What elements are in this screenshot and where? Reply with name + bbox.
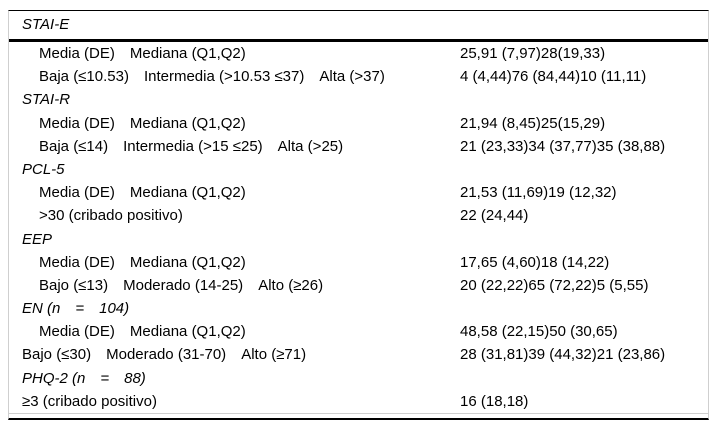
row-value: 17,65 (4,60)18 (14,22) bbox=[460, 253, 610, 271]
table-row: PCL-5 bbox=[9, 158, 708, 181]
table-row: ≥3 (cribado positivo) 16 (18,18) bbox=[9, 390, 708, 413]
table-bottom-spacer bbox=[9, 414, 708, 418]
table-row: Media (DE) Mediana (Q1,Q2) 21,53 (11,69)19… bbox=[9, 181, 708, 204]
row-label-segment: Bajo (≤13) bbox=[39, 276, 109, 294]
row-label-segment: Mediana (Q1,Q2) bbox=[129, 45, 246, 62]
row-label: >30 (cribado positivo) bbox=[9, 204, 183, 227]
row-label: Bajo (≤30) Moderado (31-70) Alto (≥71) bbox=[9, 343, 306, 366]
row-value: 21,53 (11,69)19 (12,32) bbox=[460, 184, 617, 202]
row-label: ≥3 (cribado positivo) bbox=[9, 390, 157, 413]
row-label-segment: STAI-R bbox=[22, 91, 71, 109]
row-label-segment: ≥3 (cribado positivo) bbox=[22, 392, 157, 410]
table-row: Baja (≤10.53) Intermedia (>10.53 ≤37) Alta… bbox=[9, 65, 708, 88]
row-value: 4 (4,44)76 (84,44)10 (11,11) bbox=[460, 68, 647, 86]
row-label-segment: Moderado (31-70) bbox=[106, 346, 227, 364]
table-row: Media (DE) Mediana (Q1,Q2) 25,91 (7,97)28(… bbox=[9, 42, 708, 65]
row-label: PHQ-2 (n = 88) bbox=[9, 367, 146, 390]
row-label-segment: Intermedia (>15 ≤25) bbox=[123, 137, 263, 155]
row-label: Media (DE) Mediana (Q1,Q2) bbox=[9, 181, 246, 204]
row-value: 28 (31,81)39 (44,32)21 (23,86) bbox=[460, 346, 666, 364]
row-label: Media (DE) Mediana (Q1,Q2) bbox=[9, 42, 246, 65]
row-label-segment: Alto (≥71) bbox=[241, 346, 307, 364]
table-header-row: STAI-E bbox=[9, 11, 708, 42]
row-label: Baja (≤10.53) Intermedia (>10.53 ≤37) Alta… bbox=[9, 65, 385, 88]
table-row: Baja (≤14) Intermedia (>15 ≤25) Alta (>25)… bbox=[9, 135, 708, 158]
row-label-segment: Alto (≥26) bbox=[258, 276, 324, 294]
row-value: 48,58 (22,15)50 (30,65) bbox=[460, 323, 618, 341]
row-label-segment: Baja (≤10.53) bbox=[39, 68, 129, 86]
results-table: STAI-E Media (DE) Mediana (Q1,Q2) 25,91 (7… bbox=[8, 10, 709, 420]
table-row: Media (DE) Mediana (Q1,Q2) 17,65 (4,60)18 … bbox=[9, 251, 708, 274]
row-label-segment: Media (DE) bbox=[39, 253, 115, 271]
row-label-segment: Media (DE) bbox=[39, 114, 115, 132]
table-row: Bajo (≤13) Moderado (14-25) Alto (≥26) 20 (… bbox=[9, 274, 708, 297]
row-label-segment: Moderado (14-25) bbox=[123, 276, 244, 294]
row-label: EN (n = 104) bbox=[9, 297, 129, 320]
row-label-segment: 104) bbox=[99, 300, 130, 318]
row-label-segment: Media (DE) bbox=[39, 323, 115, 341]
row-label-segment: Mediana (Q1,Q2) bbox=[129, 253, 246, 271]
table-row: Bajo (≤30) Moderado (31-70) Alto (≥71) 28 (… bbox=[9, 343, 708, 366]
table-body: Media (DE) Mediana (Q1,Q2) 25,91 (7,97)28(… bbox=[9, 42, 708, 414]
row-label: STAI-R bbox=[9, 88, 70, 111]
row-label-segment: PCL-5 bbox=[22, 160, 65, 178]
row-label-segment: Alta (>37) bbox=[319, 68, 385, 86]
row-label-segment: Alta (>25) bbox=[277, 137, 344, 155]
row-label-segment: Media (DE) bbox=[39, 45, 115, 62]
table-row: >30 (cribado positivo) 22 (24,44) bbox=[9, 204, 708, 227]
row-label-segment: = bbox=[100, 369, 110, 387]
row-label-segment: Baja (≤14) bbox=[39, 137, 109, 155]
table-row: Media (DE) Mediana (Q1,Q2) 21,94 (8,45)25(… bbox=[9, 112, 708, 135]
row-label-segment: EN (n bbox=[22, 300, 61, 318]
table-row: PHQ-2 (n = 88) bbox=[9, 367, 708, 390]
row-value: 21,94 (8,45)25(15,29) bbox=[460, 114, 606, 132]
row-label-segment: Intermedia (>10.53 ≤37) bbox=[143, 68, 305, 86]
row-label-segment: Bajo (≤30) bbox=[22, 346, 92, 364]
row-label-segment: EEP bbox=[22, 230, 53, 248]
row-value: 21 (23,33)34 (37,77)35 (38,88) bbox=[460, 137, 666, 155]
row-label-segment: Mediana (Q1,Q2) bbox=[129, 323, 246, 341]
row-label-segment: 88) bbox=[124, 369, 146, 387]
row-label-segment: Mediana (Q1,Q2) bbox=[129, 184, 246, 202]
row-label: Media (DE) Mediana (Q1,Q2) bbox=[9, 251, 246, 274]
table-row: EEP bbox=[9, 228, 708, 251]
row-label-segment: Mediana (Q1,Q2) bbox=[129, 114, 246, 132]
row-label-segment: Media (DE) bbox=[39, 184, 115, 202]
row-value: 22 (24,44) bbox=[460, 207, 529, 225]
table-row: Media (DE) Mediana (Q1,Q2) 48,58 (22,15)50… bbox=[9, 320, 708, 343]
row-label: Baja (≤14) Intermedia (>15 ≤25) Alta (>25) bbox=[9, 135, 343, 158]
table-section-header: STAI-E bbox=[22, 16, 70, 33]
row-label-segment: PHQ-2 (n bbox=[22, 369, 86, 387]
row-value: 20 (22,22)65 (72,22)5 (5,55) bbox=[460, 276, 649, 294]
row-label: Media (DE) Mediana (Q1,Q2) bbox=[9, 320, 246, 343]
row-label: PCL-5 bbox=[9, 158, 65, 181]
row-label: Media (DE) Mediana (Q1,Q2) bbox=[9, 112, 246, 135]
row-value: 25,91 (7,97)28(19,33) bbox=[460, 45, 606, 62]
table-row: STAI-R bbox=[9, 88, 708, 111]
row-label: EEP bbox=[9, 228, 52, 251]
row-label: Bajo (≤13) Moderado (14-25) Alto (≥26) bbox=[9, 274, 323, 297]
row-value: 16 (18,18) bbox=[460, 392, 529, 410]
row-label-segment: >30 (cribado positivo) bbox=[39, 207, 183, 225]
row-label-segment: = bbox=[75, 300, 85, 318]
table-row: EN (n = 104) bbox=[9, 297, 708, 320]
